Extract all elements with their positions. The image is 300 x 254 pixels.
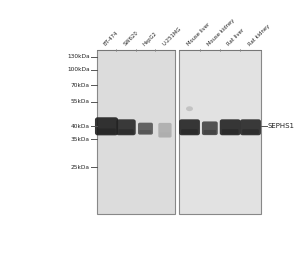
FancyBboxPatch shape bbox=[140, 130, 152, 134]
Text: U-251MG: U-251MG bbox=[161, 26, 182, 47]
Text: Rat kidney: Rat kidney bbox=[247, 24, 271, 47]
Text: 55kDa: 55kDa bbox=[71, 99, 90, 104]
FancyBboxPatch shape bbox=[116, 119, 136, 135]
FancyBboxPatch shape bbox=[181, 129, 198, 134]
FancyBboxPatch shape bbox=[97, 50, 175, 214]
FancyBboxPatch shape bbox=[158, 123, 172, 138]
FancyBboxPatch shape bbox=[220, 119, 241, 135]
Text: Rat liver: Rat liver bbox=[226, 28, 246, 47]
Text: HepG2: HepG2 bbox=[142, 31, 158, 47]
FancyBboxPatch shape bbox=[118, 129, 134, 134]
Ellipse shape bbox=[186, 106, 193, 111]
FancyBboxPatch shape bbox=[240, 119, 261, 135]
FancyBboxPatch shape bbox=[222, 129, 238, 134]
FancyBboxPatch shape bbox=[160, 132, 170, 137]
FancyBboxPatch shape bbox=[97, 129, 116, 134]
Text: 130kDa: 130kDa bbox=[67, 54, 90, 59]
Text: BT-474: BT-474 bbox=[103, 30, 119, 47]
Text: 100kDa: 100kDa bbox=[67, 67, 90, 72]
Text: 35kDa: 35kDa bbox=[71, 137, 90, 141]
Text: 25kDa: 25kDa bbox=[71, 165, 90, 170]
FancyBboxPatch shape bbox=[179, 50, 261, 214]
FancyBboxPatch shape bbox=[202, 121, 218, 135]
FancyBboxPatch shape bbox=[95, 117, 118, 135]
FancyBboxPatch shape bbox=[138, 123, 153, 135]
Text: Mouse liver: Mouse liver bbox=[186, 22, 211, 47]
Text: Mouse kidney: Mouse kidney bbox=[206, 18, 236, 47]
Text: SEPHS1: SEPHS1 bbox=[268, 123, 295, 129]
Text: 40kDa: 40kDa bbox=[71, 124, 90, 129]
FancyBboxPatch shape bbox=[242, 129, 259, 134]
FancyBboxPatch shape bbox=[179, 119, 200, 135]
FancyBboxPatch shape bbox=[204, 130, 216, 134]
Text: 70kDa: 70kDa bbox=[71, 83, 90, 88]
Text: SW620: SW620 bbox=[122, 30, 139, 47]
